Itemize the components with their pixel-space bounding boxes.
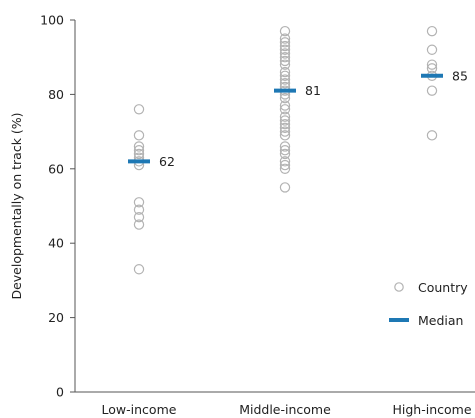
y-tick-label: 40 <box>48 236 64 251</box>
country-point <box>279 37 291 48</box>
median-label: 85 <box>452 68 468 83</box>
country-point <box>279 156 291 167</box>
country-point <box>279 40 291 52</box>
country-point <box>279 55 291 67</box>
country-point <box>279 78 291 89</box>
country-point <box>279 33 291 44</box>
country-point <box>426 63 438 74</box>
country-point <box>279 118 291 130</box>
country-points <box>133 25 438 275</box>
country-point <box>279 66 291 78</box>
country-point <box>426 44 438 55</box>
legend: Country Median <box>389 280 468 328</box>
x-category-label: Low-income <box>102 402 177 417</box>
country-point <box>133 204 145 215</box>
country-point <box>133 130 145 141</box>
median-label: 81 <box>305 83 321 98</box>
country-point <box>279 100 291 111</box>
country-point <box>279 163 291 174</box>
country-point <box>426 59 438 70</box>
y-axis-ticks: 0 20 40 60 80 100 <box>40 13 75 400</box>
y-axis-label: Developmentally on track (%) <box>9 112 24 299</box>
country-point <box>279 52 291 63</box>
country-point <box>279 126 291 137</box>
country-point <box>426 25 438 37</box>
y-tick-label: 80 <box>48 87 64 102</box>
country-point <box>279 48 291 59</box>
country-point <box>133 197 145 208</box>
legend-country-label: Country <box>418 280 468 295</box>
country-point <box>279 25 291 37</box>
country-point <box>279 70 291 82</box>
country-point <box>279 141 291 152</box>
y-tick-label: 100 <box>40 13 64 28</box>
country-point <box>279 130 291 141</box>
country-point <box>426 85 438 96</box>
country-point <box>133 219 145 230</box>
x-axis-categories: Low-income Middle-income High-income <box>102 402 472 417</box>
country-point <box>133 211 145 223</box>
country-point <box>279 182 291 193</box>
x-category-label: High-income <box>392 402 471 417</box>
country-point <box>279 92 291 104</box>
country-point <box>133 264 145 275</box>
country-point <box>426 130 438 141</box>
y-tick-label: 20 <box>48 310 64 325</box>
country-point <box>279 115 291 126</box>
country-point <box>279 144 291 156</box>
country-point <box>279 122 291 134</box>
legend-country-marker <box>394 282 404 292</box>
country-point <box>133 144 145 156</box>
country-point <box>279 111 291 122</box>
country-point <box>133 104 145 115</box>
x-category-label: Middle-income <box>239 402 331 417</box>
country-point <box>133 148 145 160</box>
axes <box>74 20 475 393</box>
country-point <box>279 148 291 160</box>
country-point <box>279 44 291 55</box>
country-point <box>279 104 291 115</box>
median-markers: 62 81 85 <box>128 68 468 169</box>
y-tick-label: 60 <box>48 161 64 176</box>
country-point <box>279 59 291 70</box>
country-point <box>279 74 291 85</box>
country-point <box>279 159 291 171</box>
legend-median-label: Median <box>418 313 463 328</box>
median-label: 62 <box>159 154 175 169</box>
country-point <box>133 141 145 152</box>
y-tick-label: 0 <box>56 385 64 400</box>
